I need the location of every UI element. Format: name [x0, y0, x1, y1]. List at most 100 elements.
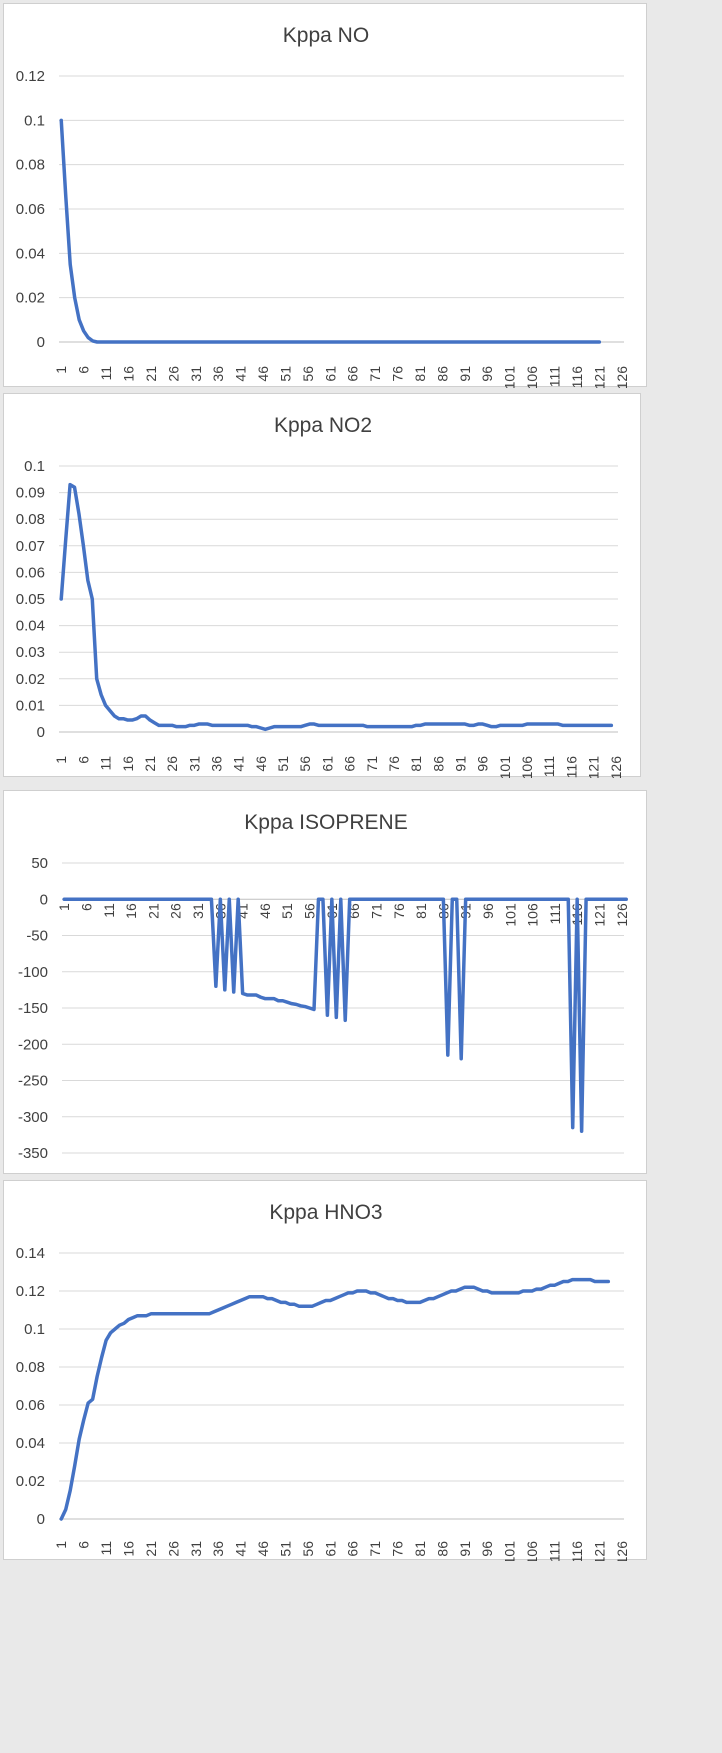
x-tick-label: 6 — [79, 903, 95, 911]
x-tick-label: 16 — [121, 366, 137, 382]
x-tick-label: 81 — [412, 366, 428, 382]
y-tick-label: 0.04 — [16, 618, 45, 635]
y-tick-label: 0.02 — [16, 1473, 45, 1490]
x-tick-label: 86 — [434, 366, 450, 382]
x-tick-label: 66 — [345, 1541, 361, 1557]
x-tick-label: 96 — [475, 756, 491, 772]
x-tick-label: 31 — [190, 903, 206, 919]
y-tick-label: 0 — [37, 1511, 45, 1528]
x-tick-label: 126 — [608, 756, 624, 778]
y-tick-label: -200 — [18, 1036, 48, 1053]
x-tick-label: 66 — [342, 756, 358, 772]
x-tick-label: 21 — [143, 1541, 159, 1557]
x-tick-label: 116 — [563, 756, 579, 778]
x-tick-label: 81 — [413, 903, 429, 919]
x-tick-label: 31 — [188, 1541, 204, 1557]
x-tick-label: 41 — [233, 366, 249, 382]
x-tick-label: 76 — [390, 366, 406, 382]
x-tick-label: 101 — [497, 756, 513, 778]
x-tick-label: 106 — [524, 366, 540, 388]
x-tick-label: 81 — [408, 756, 424, 772]
x-tick-label: 116 — [569, 366, 585, 388]
y-tick-label: 0.14 — [16, 1245, 45, 1262]
x-tick-label: 121 — [591, 903, 607, 927]
y-tick-label: 0.07 — [16, 538, 45, 555]
x-tick-label: 51 — [275, 756, 291, 772]
x-tick-label: 56 — [297, 756, 313, 772]
x-tick-label: 126 — [614, 903, 630, 927]
y-tick-label: -100 — [18, 964, 48, 981]
y-tick-label: 0.04 — [16, 1435, 45, 1452]
x-tick-label: 46 — [255, 366, 271, 382]
x-tick-label: 116 — [569, 1541, 585, 1561]
x-tick-label: 101 — [502, 903, 518, 927]
x-tick-label: 126 — [614, 366, 630, 388]
y-tick-label: -250 — [18, 1073, 48, 1090]
x-tick-label: 26 — [165, 366, 181, 382]
x-tick-label: 71 — [367, 366, 383, 382]
x-tick-label: 121 — [586, 756, 602, 778]
x-tick-label: 36 — [210, 1541, 226, 1557]
x-tick-label: 51 — [277, 1541, 293, 1557]
x-tick-label: 76 — [386, 756, 402, 772]
y-tick-label: 0.08 — [16, 157, 45, 174]
y-tick-label: 0.02 — [16, 671, 45, 688]
chart-panel-no2: Kppa NO2 0 0.01 0.02 0.03 0.04 0.05 0.06 0.07 0.0… — [3, 393, 641, 778]
y-tick-label: 0.12 — [16, 68, 45, 85]
series-line-hno3 — [59, 1277, 611, 1521]
y-tick-label: 0.02 — [16, 290, 45, 307]
chart-title: Kppa NO2 — [274, 414, 372, 437]
x-tick-label: 111 — [547, 903, 563, 924]
x-tick-label: 61 — [319, 756, 335, 772]
x-tick-label: 106 — [524, 1541, 540, 1561]
series-line-isoprene — [62, 897, 628, 1133]
x-tick-label: 6 — [76, 366, 92, 374]
y-tick-label: -50 — [26, 928, 48, 945]
x-tick-label: 111 — [541, 756, 557, 777]
x-tick-label: 11 — [101, 903, 117, 918]
series-line-no2 — [59, 482, 614, 732]
x-tick-label: 101 — [502, 366, 518, 388]
x-tick-label: 11 — [98, 756, 114, 771]
y-tick-label: 0.01 — [16, 697, 45, 714]
y-tick-label: 0.12 — [16, 1283, 45, 1300]
x-tick-label: 66 — [345, 366, 361, 382]
x-tick-label: 41 — [233, 1541, 249, 1557]
x-tick-label: 31 — [186, 756, 202, 772]
chart-panel-isoprene: Kppa ISOPRENE -350 -300 -250 -200 -150 -100 -50… — [3, 790, 647, 1174]
x-tick-label: 91 — [457, 1541, 473, 1557]
y-tick-label: 0.1 — [24, 458, 45, 475]
x-tick-label: 21 — [142, 756, 158, 772]
y-tick-label: 0.08 — [16, 511, 45, 528]
x-tick-label: 106 — [525, 903, 541, 927]
y-tick-label: 0.08 — [16, 1359, 45, 1376]
y-tick-label: 0.04 — [16, 245, 45, 262]
y-tick-label: -350 — [18, 1145, 48, 1162]
x-tick-label: 111 — [546, 1541, 562, 1561]
x-tick-label: 101 — [502, 1541, 518, 1561]
x-tick-label: 56 — [302, 903, 318, 919]
x-tick-label: 11 — [98, 1541, 114, 1556]
x-tick-label: 51 — [277, 366, 293, 382]
chart-title: Kppa NO — [283, 24, 369, 47]
x-tick-label: 126 — [614, 1541, 630, 1561]
y-tick-label: -150 — [18, 1000, 48, 1017]
x-tick-label: 46 — [253, 756, 269, 772]
x-tick-label: 71 — [368, 903, 384, 919]
y-tick-label: 0.1 — [24, 1321, 45, 1338]
x-tick-label: 96 — [479, 366, 495, 382]
x-tick-label: 26 — [164, 756, 180, 772]
x-tick-label: 11 — [98, 366, 114, 381]
y-tick-label: 0.06 — [16, 564, 45, 581]
x-tick-label: 46 — [257, 903, 273, 919]
y-tick-label: 0.09 — [16, 485, 45, 502]
chart-title: Kppa HNO3 — [269, 1201, 382, 1224]
y-tick-label: 0 — [40, 891, 48, 908]
x-tick-label: 121 — [591, 1541, 607, 1561]
x-tick-label: 41 — [231, 756, 247, 772]
x-tick-label: 86 — [430, 756, 446, 772]
y-tick-label: -300 — [18, 1109, 48, 1126]
x-tick-label: 6 — [75, 756, 91, 764]
y-tick-label: 0.1 — [24, 112, 45, 129]
